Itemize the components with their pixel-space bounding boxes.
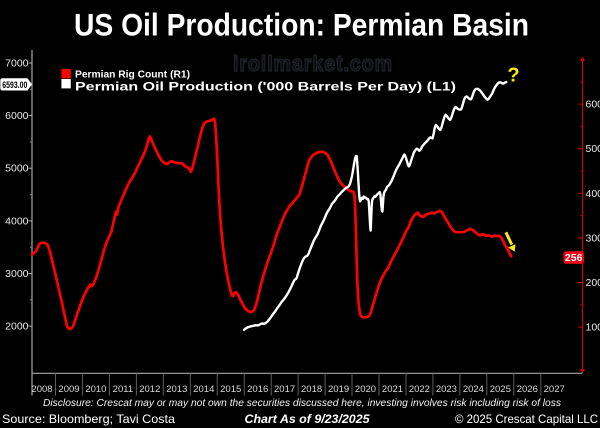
svg-text:2013: 2013 bbox=[166, 384, 187, 395]
svg-text:2026: 2026 bbox=[517, 384, 538, 395]
svg-text:2017: 2017 bbox=[274, 384, 295, 395]
svg-text:500: 500 bbox=[586, 143, 600, 155]
svg-text:US Oil Production: Permian Bas: US Oil Production: Permian Basin bbox=[74, 7, 529, 43]
svg-text:2019: 2019 bbox=[328, 384, 349, 395]
svg-text:2014: 2014 bbox=[193, 384, 214, 395]
svg-text:6593.00: 6593.00 bbox=[2, 80, 27, 91]
svg-text:300: 300 bbox=[586, 232, 600, 244]
svg-text:100: 100 bbox=[586, 322, 600, 334]
svg-text:5000: 5000 bbox=[5, 163, 29, 175]
svg-text:2015: 2015 bbox=[220, 384, 241, 395]
svg-text:2000: 2000 bbox=[5, 321, 29, 333]
svg-text:400: 400 bbox=[586, 188, 600, 200]
svg-text:2016: 2016 bbox=[247, 384, 268, 395]
svg-text:3000: 3000 bbox=[5, 268, 29, 280]
svg-text:2010: 2010 bbox=[85, 384, 106, 395]
svg-text:Permian Oil Production ('000 B: Permian Oil Production ('000 Barrels Per… bbox=[75, 80, 456, 94]
svg-text:2025: 2025 bbox=[490, 384, 511, 395]
svg-text:4000: 4000 bbox=[5, 215, 29, 227]
svg-text:Source: Bloomberg; Tavi Costa: Source: Bloomberg; Tavi Costa bbox=[2, 412, 175, 426]
svg-text:2011: 2011 bbox=[113, 384, 133, 395]
svg-text:7000: 7000 bbox=[5, 58, 29, 70]
svg-text:?: ? bbox=[507, 65, 519, 87]
svg-text:Chart As of 9/23/2025: Chart As of 9/23/2025 bbox=[245, 412, 370, 426]
svg-text:200: 200 bbox=[586, 277, 600, 289]
svg-text:2020: 2020 bbox=[355, 384, 376, 395]
svg-text:2009: 2009 bbox=[58, 384, 79, 395]
svg-text:600: 600 bbox=[586, 99, 600, 111]
svg-text:2008: 2008 bbox=[31, 384, 52, 395]
svg-text:6000: 6000 bbox=[5, 110, 29, 122]
svg-text:2018: 2018 bbox=[301, 384, 322, 395]
svg-text:iroilmarket.com: iroilmarket.com bbox=[233, 51, 393, 76]
svg-text:Disclosure: Crescat may or may: Disclosure: Crescat may or may not own t… bbox=[43, 397, 562, 409]
svg-text:2024: 2024 bbox=[463, 384, 484, 395]
svg-text:2023: 2023 bbox=[436, 384, 457, 395]
svg-text:2021: 2021 bbox=[382, 384, 403, 395]
svg-text:256: 256 bbox=[565, 252, 583, 264]
svg-text:Permian Rig Count (R1): Permian Rig Count (R1) bbox=[75, 69, 190, 81]
svg-text:2027: 2027 bbox=[544, 384, 565, 395]
svg-text:2012: 2012 bbox=[139, 384, 160, 395]
svg-text:© 2025 Crescat Capital LLC: © 2025 Crescat Capital LLC bbox=[455, 412, 598, 426]
svg-text:2022: 2022 bbox=[409, 384, 430, 395]
